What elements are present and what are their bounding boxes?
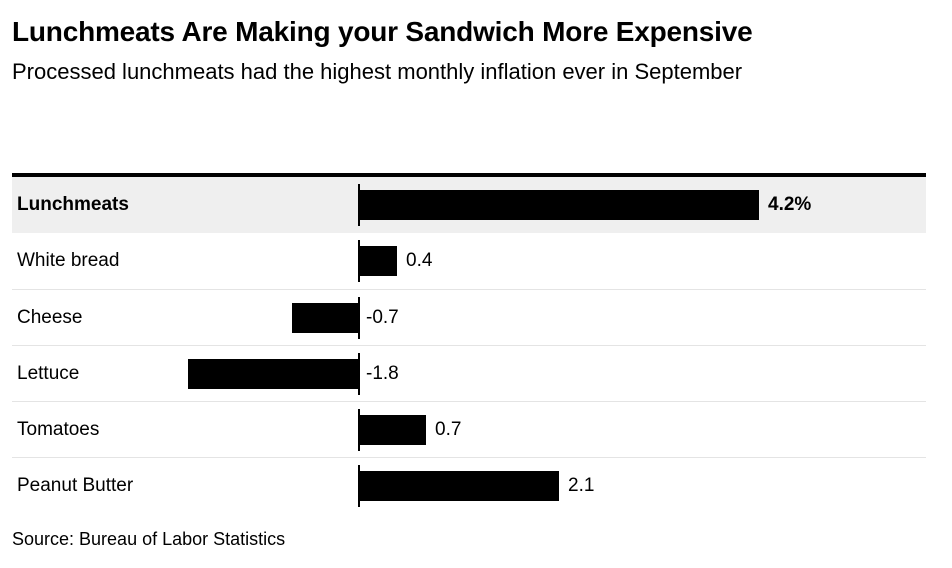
chart-row: Lunchmeats 4.2% bbox=[12, 177, 926, 233]
zero-baseline-tick bbox=[358, 465, 360, 507]
value-label: 0.7 bbox=[435, 418, 462, 440]
chart-top-rule bbox=[12, 173, 926, 177]
category-label: Cheese bbox=[17, 306, 83, 328]
zero-baseline-tick bbox=[358, 240, 360, 282]
zero-baseline-tick bbox=[358, 184, 360, 226]
zero-baseline-tick bbox=[358, 297, 360, 339]
page-title: Lunchmeats Are Making your Sandwich More… bbox=[12, 16, 753, 47]
category-label: Lunchmeats bbox=[17, 194, 129, 215]
category-label: Peanut Butter bbox=[17, 474, 134, 496]
bar-chart: Lunchmeats 4.2% White bread 0.4 Cheese -… bbox=[12, 173, 926, 513]
bar bbox=[359, 471, 559, 501]
chart-rows: Lunchmeats 4.2% White bread 0.4 Cheese -… bbox=[12, 177, 926, 513]
bar bbox=[292, 303, 359, 333]
category-label: Lettuce bbox=[17, 362, 80, 384]
category-label: White bread bbox=[17, 250, 120, 271]
chart-row: Peanut Butter 2.1 bbox=[12, 457, 926, 513]
chart-row: White bread 0.4 bbox=[12, 233, 926, 289]
chart-row: Cheese -0.7 bbox=[12, 289, 926, 345]
source-note: Source: Bureau of Labor Statistics bbox=[12, 529, 286, 549]
zero-baseline-tick bbox=[358, 409, 360, 451]
category-label: Tomatoes bbox=[17, 418, 100, 440]
value-label: 2.1 bbox=[568, 474, 595, 496]
value-label: -0.7 bbox=[366, 306, 399, 328]
bar bbox=[359, 415, 426, 445]
chart-row: Tomatoes 0.7 bbox=[12, 401, 926, 457]
value-label: 0.4 bbox=[406, 250, 433, 271]
bar bbox=[188, 359, 359, 389]
chart-header: Lunchmeats Are Making your Sandwich More… bbox=[0, 0, 952, 88]
bar bbox=[359, 246, 397, 276]
bar bbox=[359, 190, 759, 220]
value-label: 4.2% bbox=[768, 194, 812, 215]
chart-row: Lettuce -1.8 bbox=[12, 345, 926, 401]
zero-baseline-tick bbox=[358, 353, 360, 395]
value-label: -1.8 bbox=[366, 362, 399, 384]
page-subtitle: Processed lunchmeats had the highest mon… bbox=[12, 59, 743, 84]
